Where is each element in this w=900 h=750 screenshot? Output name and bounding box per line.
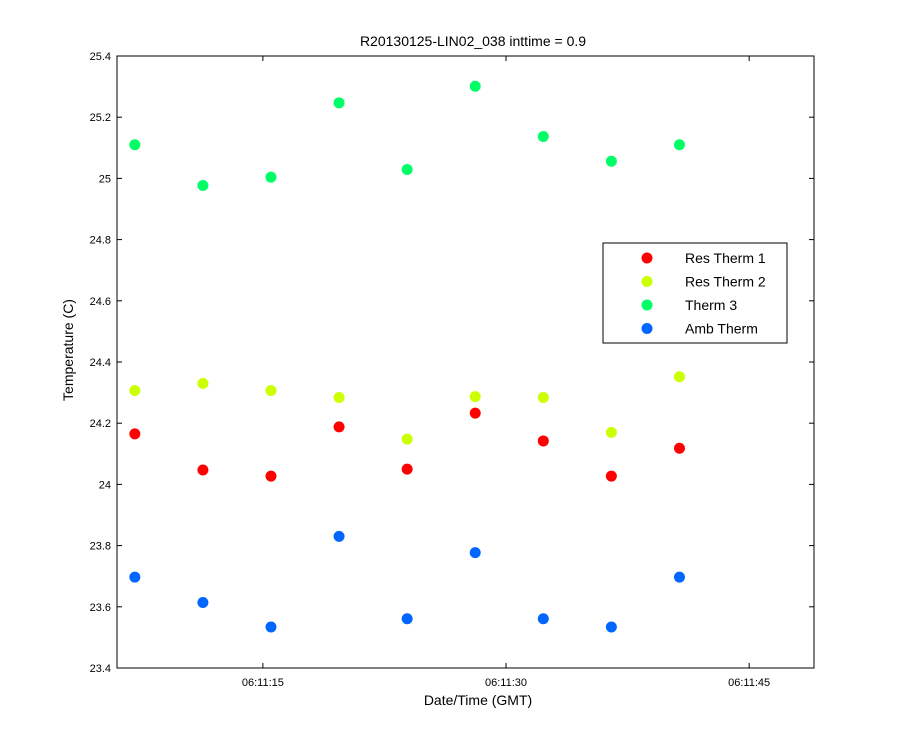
y-axis-label: Temperature (C): [60, 299, 76, 401]
data-point: [265, 621, 277, 633]
chart-title: R20130125-LIN02_038 inttime = 0.9: [360, 33, 586, 49]
data-point: [129, 139, 141, 151]
x-axis-label: Date/Time (GMT): [424, 692, 532, 708]
data-points: [129, 80, 685, 633]
x-tick-label: 06:11:15: [242, 677, 284, 689]
data-point: [673, 442, 685, 454]
data-point: [265, 470, 277, 482]
data-point: [333, 530, 345, 542]
legend: Res Therm 1 Res Therm 2 Therm 3 Amb Therm: [602, 242, 788, 344]
series-3: [129, 530, 685, 633]
y-tick-label: 24.6: [90, 296, 111, 308]
y-tick-label: 24.2: [90, 418, 111, 430]
y-tick-label: 25: [99, 173, 111, 185]
data-point: [129, 384, 141, 396]
data-point: [265, 171, 277, 183]
data-point: [673, 139, 685, 151]
data-point: [605, 470, 617, 482]
legend-marker: [641, 276, 653, 287]
data-point: [333, 391, 345, 403]
data-point: [469, 407, 481, 419]
y-tick-label: 25.2: [90, 112, 111, 124]
data-point: [197, 377, 209, 389]
data-point: [673, 371, 685, 383]
series-2: [129, 80, 685, 191]
series-0: [129, 407, 685, 482]
series-1: [129, 371, 685, 445]
legend-marker: [641, 252, 653, 264]
data-point: [401, 463, 413, 475]
y-tick-label: 25.4: [90, 51, 111, 63]
data-point: [605, 621, 617, 633]
legend-label: Res Therm 2: [685, 274, 766, 290]
data-point: [333, 421, 345, 433]
x-tick-label: 06:11:30: [485, 677, 527, 689]
y-axis: 23.4 23.6 23.8 24 24.2 24.4 24.6 24.8 25 25.2 25.4: [90, 51, 814, 675]
data-point: [537, 391, 549, 403]
data-point: [673, 571, 685, 583]
x-axis: 06:11:15 06:11:30 06:11:45: [242, 56, 770, 689]
data-point: [605, 155, 617, 167]
data-point: [537, 435, 549, 447]
data-point: [537, 613, 549, 625]
plot-area: [116, 55, 815, 669]
y-tick-label: 24: [99, 479, 111, 491]
data-point: [333, 97, 345, 109]
data-point: [537, 130, 549, 142]
data-point: [401, 164, 413, 176]
x-tick-label: 06:11:45: [728, 677, 770, 689]
data-point: [129, 428, 141, 440]
data-point: [197, 464, 209, 476]
data-point: [265, 384, 277, 396]
legend-marker: [641, 323, 653, 334]
legend-label: Therm 3: [685, 297, 737, 313]
data-point: [469, 80, 481, 92]
y-tick-label: 24.8: [90, 235, 111, 247]
data-point: [401, 433, 413, 445]
legend-label: Amb Therm: [685, 321, 758, 337]
data-point: [197, 597, 209, 609]
data-point: [401, 613, 413, 625]
data-point: [469, 391, 481, 403]
data-point: [469, 547, 481, 559]
data-point: [129, 571, 141, 583]
legend-marker: [641, 299, 653, 311]
legend-box: [602, 242, 788, 344]
legend-label: Res Therm 1: [685, 250, 766, 266]
data-point: [605, 426, 617, 438]
data-point: [197, 179, 209, 191]
y-tick-label: 23.8: [90, 541, 111, 553]
y-tick-label: 23.6: [90, 602, 111, 614]
y-tick-label: 23.4: [90, 663, 111, 675]
y-tick-label: 24.4: [90, 357, 111, 369]
